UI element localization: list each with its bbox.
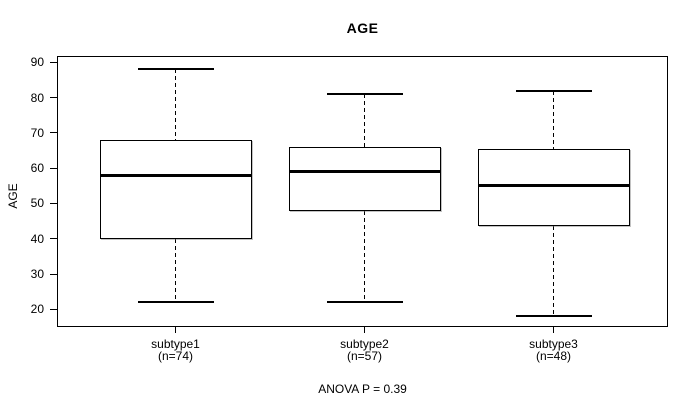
group-n-label: (n=57): [346, 348, 383, 363]
y-tick-label: 30: [30, 267, 44, 282]
y-tick-label: 60: [30, 161, 44, 176]
y-tick-mark: [50, 202, 57, 204]
median-line: [288, 170, 441, 174]
y-tick-mark: [50, 308, 57, 310]
lower-whisker-cap: [326, 301, 403, 304]
y-tick-label: 90: [30, 55, 44, 70]
upper-whisker: [553, 90, 554, 149]
y-tick-mark: [50, 167, 57, 169]
median-line: [99, 173, 252, 177]
chart-title: AGE: [346, 20, 379, 36]
y-tick-label: 20: [30, 302, 44, 317]
group-n-label: (n=74): [157, 348, 194, 363]
group-n-label: (n=48): [535, 348, 572, 363]
lower-whisker: [364, 210, 365, 303]
group-label: subtype1: [151, 337, 200, 351]
lower-whisker-cap: [137, 301, 214, 304]
lower-whisker: [553, 226, 554, 317]
x-axis-group-label: subtype3 (n=48): [484, 337, 624, 363]
y-tick-mark: [50, 238, 57, 240]
anova-p-footnote: ANOVA P = 0.39: [318, 382, 407, 396]
y-tick-label: 80: [30, 90, 44, 105]
lower-whisker-cap: [515, 315, 592, 318]
y-tick-mark: [50, 97, 57, 99]
x-axis-group-label: subtype1 (n=74): [106, 337, 246, 363]
y-tick-label: 40: [30, 231, 44, 246]
x-tick-mark: [553, 327, 554, 333]
iqr-box: [99, 139, 252, 239]
lower-whisker: [175, 238, 176, 303]
x-tick-mark: [364, 327, 365, 333]
y-tick-mark: [50, 273, 57, 275]
upper-whisker-cap: [515, 89, 592, 92]
upper-whisker-cap: [326, 93, 403, 96]
median-line: [477, 184, 630, 188]
iqr-box: [477, 148, 630, 227]
x-tick-mark: [175, 327, 176, 333]
group-label: subtype3: [529, 337, 578, 351]
upper-whisker-cap: [137, 68, 214, 71]
group-label: subtype2: [340, 337, 389, 351]
x-axis-group-label: subtype2 (n=57): [295, 337, 435, 363]
iqr-box: [288, 147, 441, 211]
upper-whisker: [175, 69, 176, 140]
y-tick-label: 70: [30, 125, 44, 140]
y-tick-mark: [50, 61, 57, 63]
upper-whisker: [364, 94, 365, 148]
y-tick-mark: [50, 132, 57, 134]
y-tick-label: 50: [30, 196, 44, 211]
